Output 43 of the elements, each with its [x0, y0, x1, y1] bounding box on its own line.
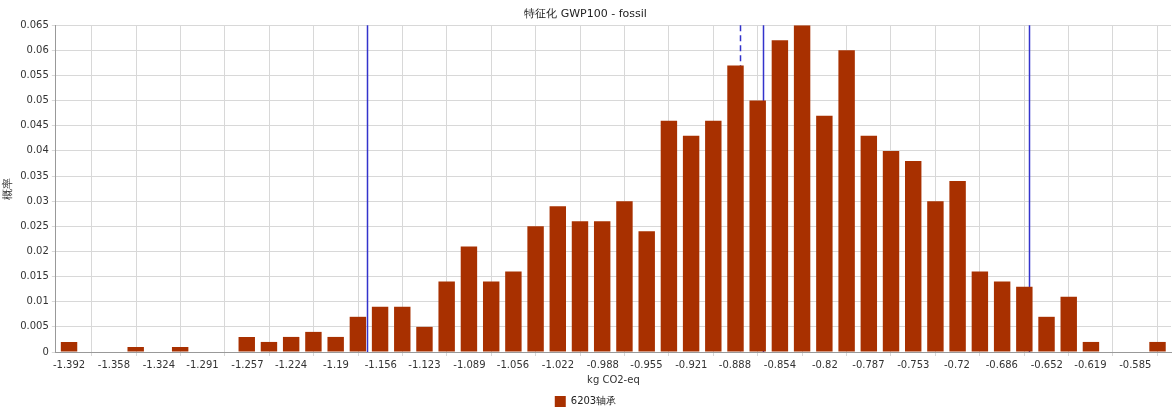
x-tick-label: -1.156 [364, 358, 397, 370]
x-tick-label: -0.652 [1030, 358, 1063, 370]
y-tick-label: 0.02 [26, 245, 49, 257]
y-tick-label: 0.035 [20, 169, 49, 181]
y-axis-title: 概率 [1, 177, 15, 200]
x-tick-label: -0.585 [1119, 358, 1152, 370]
y-tick-label: 0.01 [26, 295, 49, 307]
x-tick-label: -1.324 [142, 358, 176, 370]
y-tick-label: 0.005 [20, 320, 49, 332]
x-tick-label: -0.686 [985, 358, 1018, 370]
x-tick-label: -1.257 [231, 358, 264, 370]
x-tick-label: -0.921 [675, 358, 708, 370]
x-tick-label: -0.955 [630, 358, 663, 370]
y-tick-label: 0.055 [20, 69, 49, 81]
y-tick-label: 0.05 [26, 94, 49, 106]
x-tick-label: -0.988 [586, 358, 619, 370]
y-tick-label: 0 [42, 345, 49, 357]
x-tick-label: -1.056 [496, 358, 530, 370]
x-tick-label: -1.224 [274, 358, 308, 370]
y-tick-label: 0.04 [26, 144, 49, 156]
x-tick-label: -1.19 [323, 358, 349, 370]
x-tick-label: -1.291 [186, 358, 219, 370]
y-tick-label: 0.065 [20, 18, 49, 30]
y-tick-label: 0.03 [26, 194, 49, 206]
x-tick-label: -1.089 [453, 358, 486, 370]
chart-title: 特征化 GWP100 - fossil [524, 7, 647, 21]
x-tick-label: -0.619 [1074, 358, 1107, 370]
y-tick-label: 0.06 [26, 43, 49, 55]
x-axis-title: kg CO2-eq [587, 373, 640, 385]
x-tick-label: -0.854 [763, 358, 797, 370]
legend-label: 6203轴承 [570, 395, 617, 407]
x-tick-label: -1.123 [408, 358, 441, 370]
y-tick-label: 0.025 [20, 219, 49, 231]
x-tick-label: -1.392 [52, 358, 86, 370]
x-tick-label: -0.72 [944, 358, 970, 370]
x-tick-label: -1.022 [541, 358, 575, 370]
x-tick-label: -0.82 [811, 358, 838, 370]
x-tick-label: -1.358 [97, 358, 131, 370]
y-tick-label: 0.045 [20, 119, 49, 131]
x-tick-label: -0.753 [897, 358, 930, 370]
y-tick-label: 0.015 [20, 270, 49, 282]
x-tick-label: -0.888 [718, 358, 752, 370]
x-tick-label: -0.787 [852, 358, 885, 370]
